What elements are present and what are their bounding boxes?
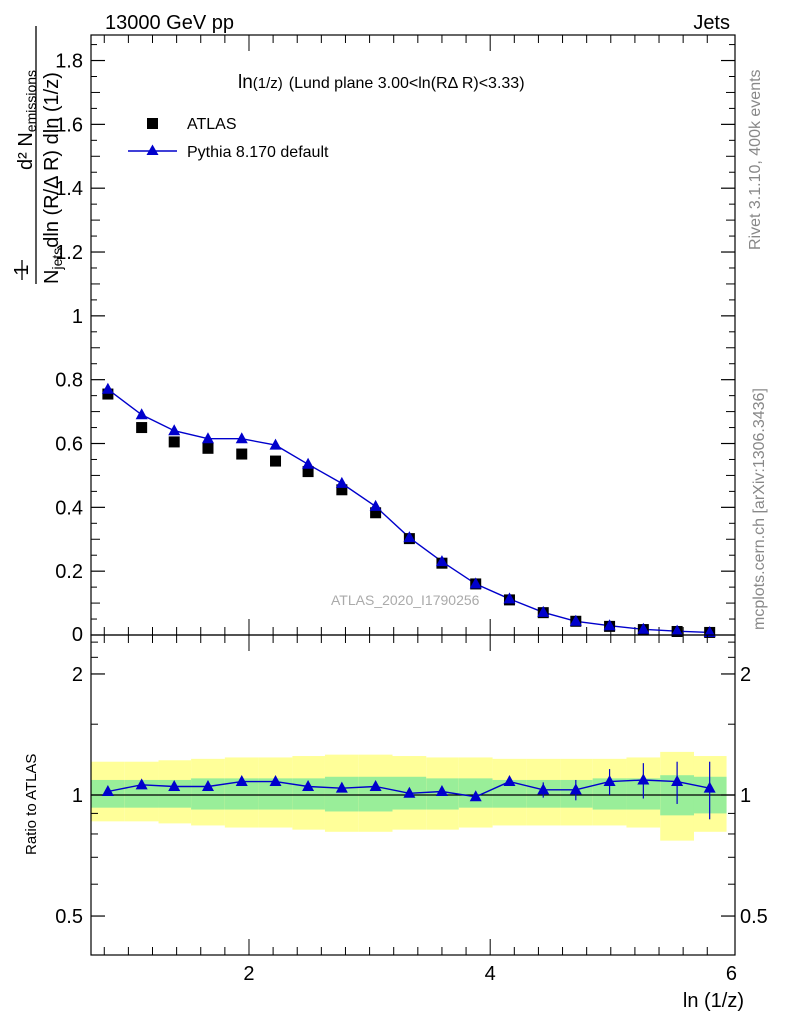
pythia-point (503, 592, 516, 604)
pythia-point (335, 476, 348, 488)
pythia-point (101, 382, 114, 394)
legend-pythia-marker (146, 144, 159, 155)
y-label-numerator: d² Nemissions (15, 70, 39, 170)
y-label-numerator-main: d² N (15, 132, 37, 170)
x-tick-label: 2 (243, 963, 254, 985)
pythia-point (135, 408, 148, 420)
legend: ATLAS Pythia 8.170 default (128, 116, 329, 161)
x-tick-label: 4 (485, 963, 496, 985)
pythia-point (703, 625, 716, 637)
ratio-point (403, 786, 416, 798)
atlas-point (270, 455, 282, 467)
legend-pythia-label: Pythia 8.170 default (187, 144, 329, 161)
pythia-point (603, 619, 616, 631)
y-label-numerator-sub: emissions (23, 70, 39, 132)
main-panel: 0.2 0.4 0.6 0.8 1 1.2 1.4 1.6 1.8 0 ln(1/z) (Lund … (11, 26, 736, 646)
pythia-point (569, 614, 582, 626)
main-y-tick-label: 1 (72, 306, 83, 328)
pythia-point (637, 622, 650, 634)
x-axis-label: ln (1/z) (683, 990, 744, 1012)
ratio-point (703, 781, 716, 793)
ratio-point (469, 790, 482, 802)
legend-atlas-marker (147, 118, 158, 129)
main-y-tick-label: 1.8 (55, 51, 83, 73)
y-label-denominator: Njetsdln (R/Δ R) dln (1/z) (41, 72, 65, 284)
atlas-point (202, 442, 214, 454)
pythia-point (435, 555, 448, 567)
ratio-point (335, 781, 348, 793)
title-prefix: ln (238, 72, 253, 93)
ratio-point (369, 779, 382, 791)
main-y-tick-label: 0.2 (55, 561, 83, 583)
ratio-point (201, 779, 214, 791)
pythia-point (369, 499, 382, 511)
pythia-point (201, 432, 214, 444)
ratio-point (135, 778, 148, 790)
pythia-point (671, 624, 684, 636)
ratio-point (569, 783, 582, 795)
atlas-point (336, 484, 348, 496)
main-y-tick-label: 1.6 (55, 114, 83, 136)
ratio-y-tick-label-right: 0.5 (740, 906, 768, 928)
ratio-y-tick-label: 1 (72, 785, 83, 807)
ratio-panel: 0.5 0.5 1 1 2 2 2 4 6 Ratio to ATLAS ln (1/z) (23, 634, 768, 1012)
atlas-point (168, 436, 180, 448)
title-suffix: (Lund plane 3.00<ln(RΔ R)<3.33) (289, 75, 525, 92)
ratio-y-tick-label: 0.5 (55, 906, 83, 928)
main-y-tick-label-zero: 0 (72, 624, 83, 646)
process-label: Jets (693, 12, 730, 34)
pythia-point (302, 457, 315, 469)
energy-label: 13000 GeV pp (105, 12, 234, 34)
atlas-point (102, 388, 114, 400)
main-y-tick-label: 0.8 (55, 370, 83, 392)
ratio-y-tick-label: 2 (72, 664, 83, 686)
pythia-point (469, 577, 482, 589)
pythia-point (537, 605, 550, 617)
ratio-point (269, 775, 282, 787)
main-y-tick-label: 0.6 (55, 434, 83, 456)
ratio-point (603, 775, 616, 787)
pythia-point (269, 438, 282, 450)
pythia-point (235, 432, 248, 444)
ratio-point (101, 785, 114, 797)
ratio-y-tick-label-right: 2 (740, 664, 751, 686)
rivet-label: Rivet 3.1.10, 400k events (747, 69, 764, 250)
ratio-point (302, 779, 315, 791)
ratio-y-axis-label: Ratio to ATLAS (23, 754, 40, 855)
pythia-point (403, 531, 416, 543)
y-label-denominator-sub: jets (49, 248, 65, 271)
atlas-point (136, 422, 148, 434)
title-main: (1/z) (253, 75, 283, 92)
plot-title: ln(1/z) (Lund plane 3.00<ln(RΔ R)<3.33) (238, 72, 525, 93)
y-label-denominator-rest: dln (R/Δ R) dln (1/z) (41, 72, 63, 248)
x-tick-label: 6 (726, 963, 737, 985)
ratio-point (671, 775, 684, 787)
main-y-tick-label: 1.4 (55, 178, 83, 200)
ratio-point (503, 775, 516, 787)
mcplots-label: mcplots.cern.ch [arXiv:1306.3436] (751, 388, 768, 630)
ratio-point (168, 779, 181, 791)
ratio-y-tick-label-right: 1 (740, 785, 751, 807)
atlas-point (370, 507, 382, 519)
main-y-tick-label: 0.4 (55, 497, 83, 519)
ratio-point (435, 785, 448, 797)
pythia-point (168, 424, 181, 436)
main-y-axis-label: 1 d² Nemissions Njetsdln (R/Δ R) dln (1/… (11, 26, 65, 284)
ratio-point (537, 783, 550, 795)
analysis-watermark: ATLAS_2020_I1790256 (331, 592, 480, 608)
legend-atlas-label: ATLAS (187, 116, 237, 133)
main-y-tick-label: 1.2 (55, 242, 83, 264)
atlas-point (302, 466, 314, 478)
y-label-denominator-main: N (41, 270, 63, 284)
atlas-point (236, 448, 248, 460)
ratio-point (235, 775, 248, 787)
ratio-point (637, 773, 650, 785)
